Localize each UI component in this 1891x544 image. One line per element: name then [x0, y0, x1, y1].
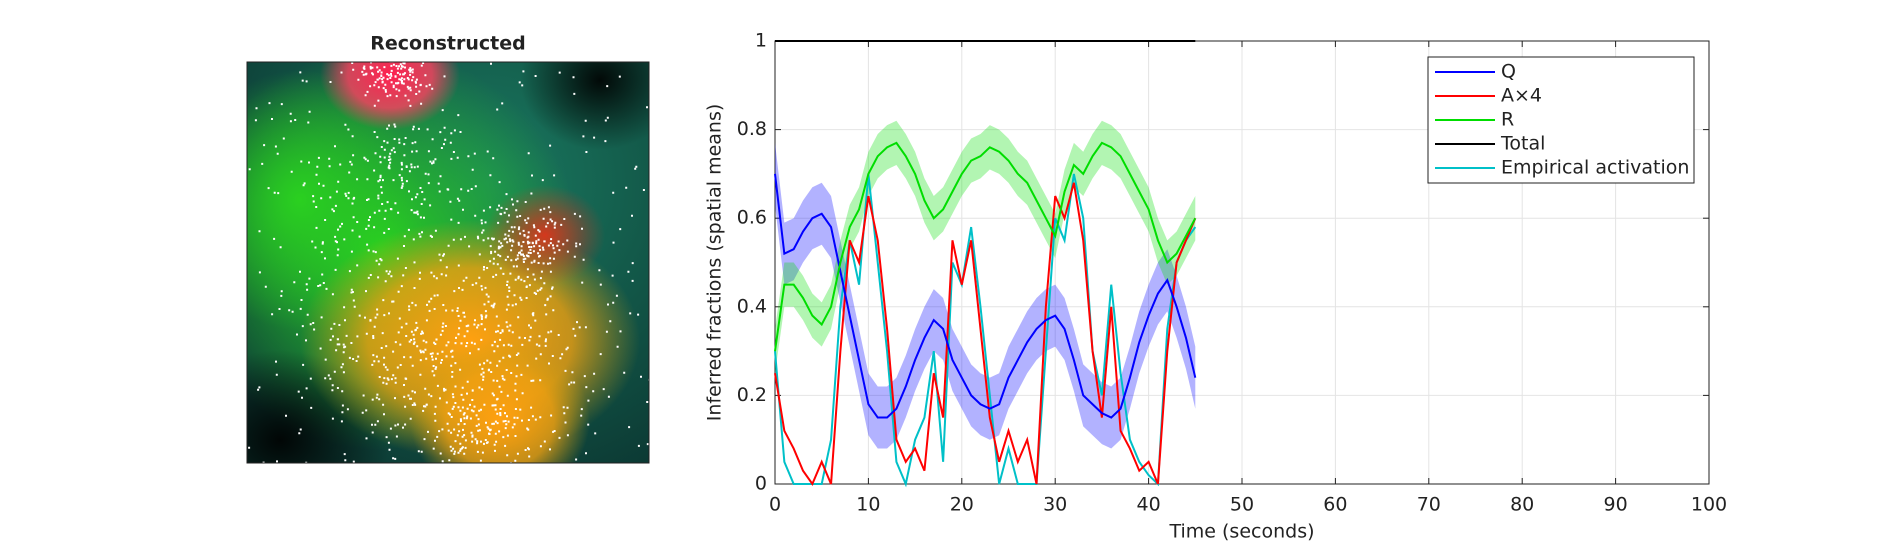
plot-frame: [774, 40, 1710, 485]
y-tick-label: 0.2: [737, 384, 767, 406]
x-tick-label: 100: [1691, 494, 1727, 516]
series-line: [774, 173, 1197, 488]
x-tick-label: 60: [1323, 494, 1347, 516]
series-line: [774, 173, 1197, 419]
error-band: [775, 142, 1196, 449]
image-title: Reconstructed: [370, 33, 525, 55]
x-tick-label: 70: [1417, 494, 1441, 516]
y-tick-label: 1: [755, 30, 767, 52]
x-tick-label: 20: [950, 494, 974, 516]
x-tick-label: 80: [1510, 494, 1534, 516]
y-axis-label: Inferred fractions (spatial means): [704, 104, 726, 422]
data-dots: [248, 62, 649, 463]
y-tick-label: 0.6: [737, 207, 767, 229]
x-tick-label: 90: [1604, 494, 1628, 516]
x-tick-label: 10: [856, 494, 880, 516]
x-axis-label: Time (seconds): [1168, 521, 1314, 543]
image-border: [246, 61, 650, 464]
x-tick-label: 40: [1137, 494, 1161, 516]
x-tick-label: 30: [1043, 494, 1067, 516]
x-tick-label: 50: [1230, 494, 1254, 516]
legend-label: Q: [1501, 61, 1516, 83]
y-tick-label: 0.8: [737, 118, 767, 140]
series-line: [774, 141, 1197, 352]
y-tick-label: 0.4: [737, 295, 767, 317]
legend-label: R: [1501, 109, 1514, 131]
y-tick-label: 0: [755, 473, 767, 495]
legend-label: Empirical activation: [1501, 157, 1689, 179]
legend-label: Total: [1500, 133, 1545, 155]
error-band: [775, 120, 1196, 374]
reconstructed-image: [247, 62, 649, 463]
legend-label: A×4: [1501, 85, 1542, 107]
x-tick-label: 0: [769, 494, 781, 516]
